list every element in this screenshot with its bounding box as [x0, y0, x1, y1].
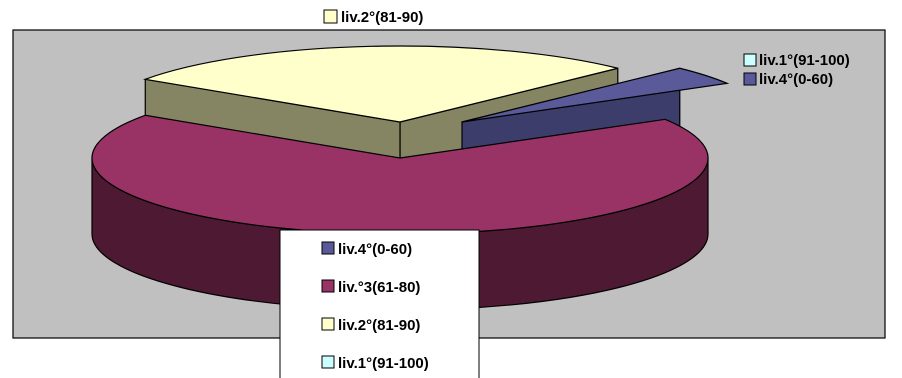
legend-item-liv3-label: liv.°3(61-80) — [338, 279, 420, 296]
legend-item-liv1-label: liv.1°(91-100) — [338, 355, 429, 372]
data-label-liv4: liv.4°(0-60) — [743, 71, 833, 88]
pie-slice-liv2-top — [142, 45, 618, 123]
data-label-liv1-text: liv.1°(91-100) — [759, 52, 850, 69]
legend-item-liv2-label: liv.2°(81-90) — [338, 317, 420, 334]
pie-slice-liv4-top — [461, 67, 730, 123]
legend-item-liv1: liv.1°(91-100) — [321, 355, 429, 372]
legend-item-liv2: liv.2°(81-90) — [321, 317, 420, 334]
data-label-liv4-text: liv.4°(0-60) — [759, 71, 833, 88]
legend-item-liv4-label: liv.4°(0-60) — [338, 241, 412, 258]
data-label-liv2: liv.2°(81-90) — [323, 9, 423, 26]
legend-item-liv3: liv.°3(61-80) — [321, 279, 420, 296]
data-label-liv2-text: liv.2°(81-90) — [341, 9, 423, 26]
data-label-liv1: liv.1°(91-100) — [743, 52, 850, 69]
legend: liv.4°(0-60) liv.°3(61-80) liv.2°(81-90)… — [279, 229, 480, 378]
pie-slices — [91, 45, 730, 311]
legend-item-liv4: liv.4°(0-60) — [321, 241, 412, 258]
